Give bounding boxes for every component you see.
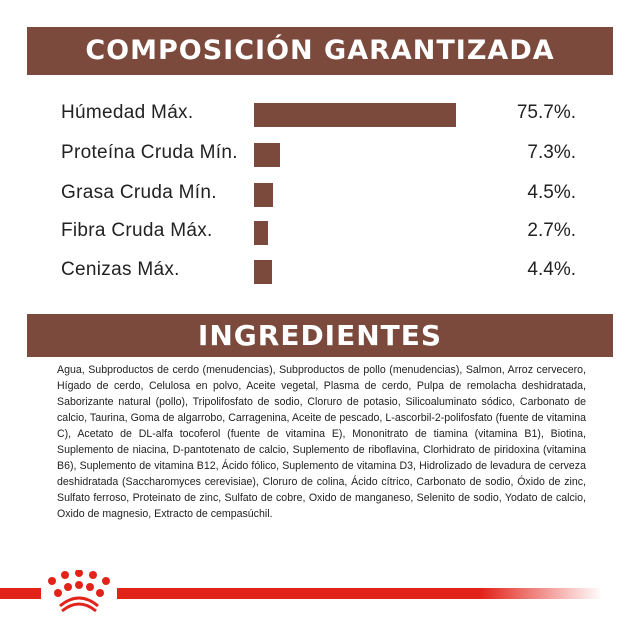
row-value: 7.3%. xyxy=(527,142,576,163)
row-bar xyxy=(254,183,273,207)
row-bar xyxy=(254,103,457,127)
row-label: Proteína Cruda Mín. xyxy=(61,142,238,163)
row-label: Fibra Cruda Máx. xyxy=(61,220,213,241)
red-line-right xyxy=(117,588,602,599)
row-bar xyxy=(254,260,273,284)
composition-row: Húmedad Máx. 75.7%. xyxy=(0,100,640,130)
composition-row: Fibra Cruda Máx. 2.7%. xyxy=(0,218,640,248)
composition-banner: COMPOSICIÓN GARANTIZADA xyxy=(27,27,613,75)
composition-row: Proteína Cruda Mín. 7.3%. xyxy=(0,140,640,170)
row-value: 4.4%. xyxy=(527,259,576,280)
row-label: Húmedad Máx. xyxy=(61,102,194,123)
composition-row: Cenizas Máx. 4.4%. xyxy=(0,257,640,287)
row-value: 75.7%. xyxy=(516,102,576,123)
red-line-left xyxy=(0,588,41,599)
composition-row: Grasa Cruda Mín. 4.5%. xyxy=(0,180,640,210)
row-bar xyxy=(254,143,280,167)
row-value: 4.5%. xyxy=(527,182,576,203)
row-bar xyxy=(254,221,268,245)
row-label: Grasa Cruda Mín. xyxy=(61,182,217,203)
row-value: 2.7%. xyxy=(527,220,576,241)
ingredients-banner: INGREDIENTES xyxy=(27,314,613,357)
brand-footer xyxy=(0,570,602,613)
row-label: Cenizas Máx. xyxy=(61,259,180,280)
crown-logo-icon xyxy=(48,570,110,613)
ingredients-text: Agua, Subproductos de cerdo (menudencias… xyxy=(57,364,586,520)
